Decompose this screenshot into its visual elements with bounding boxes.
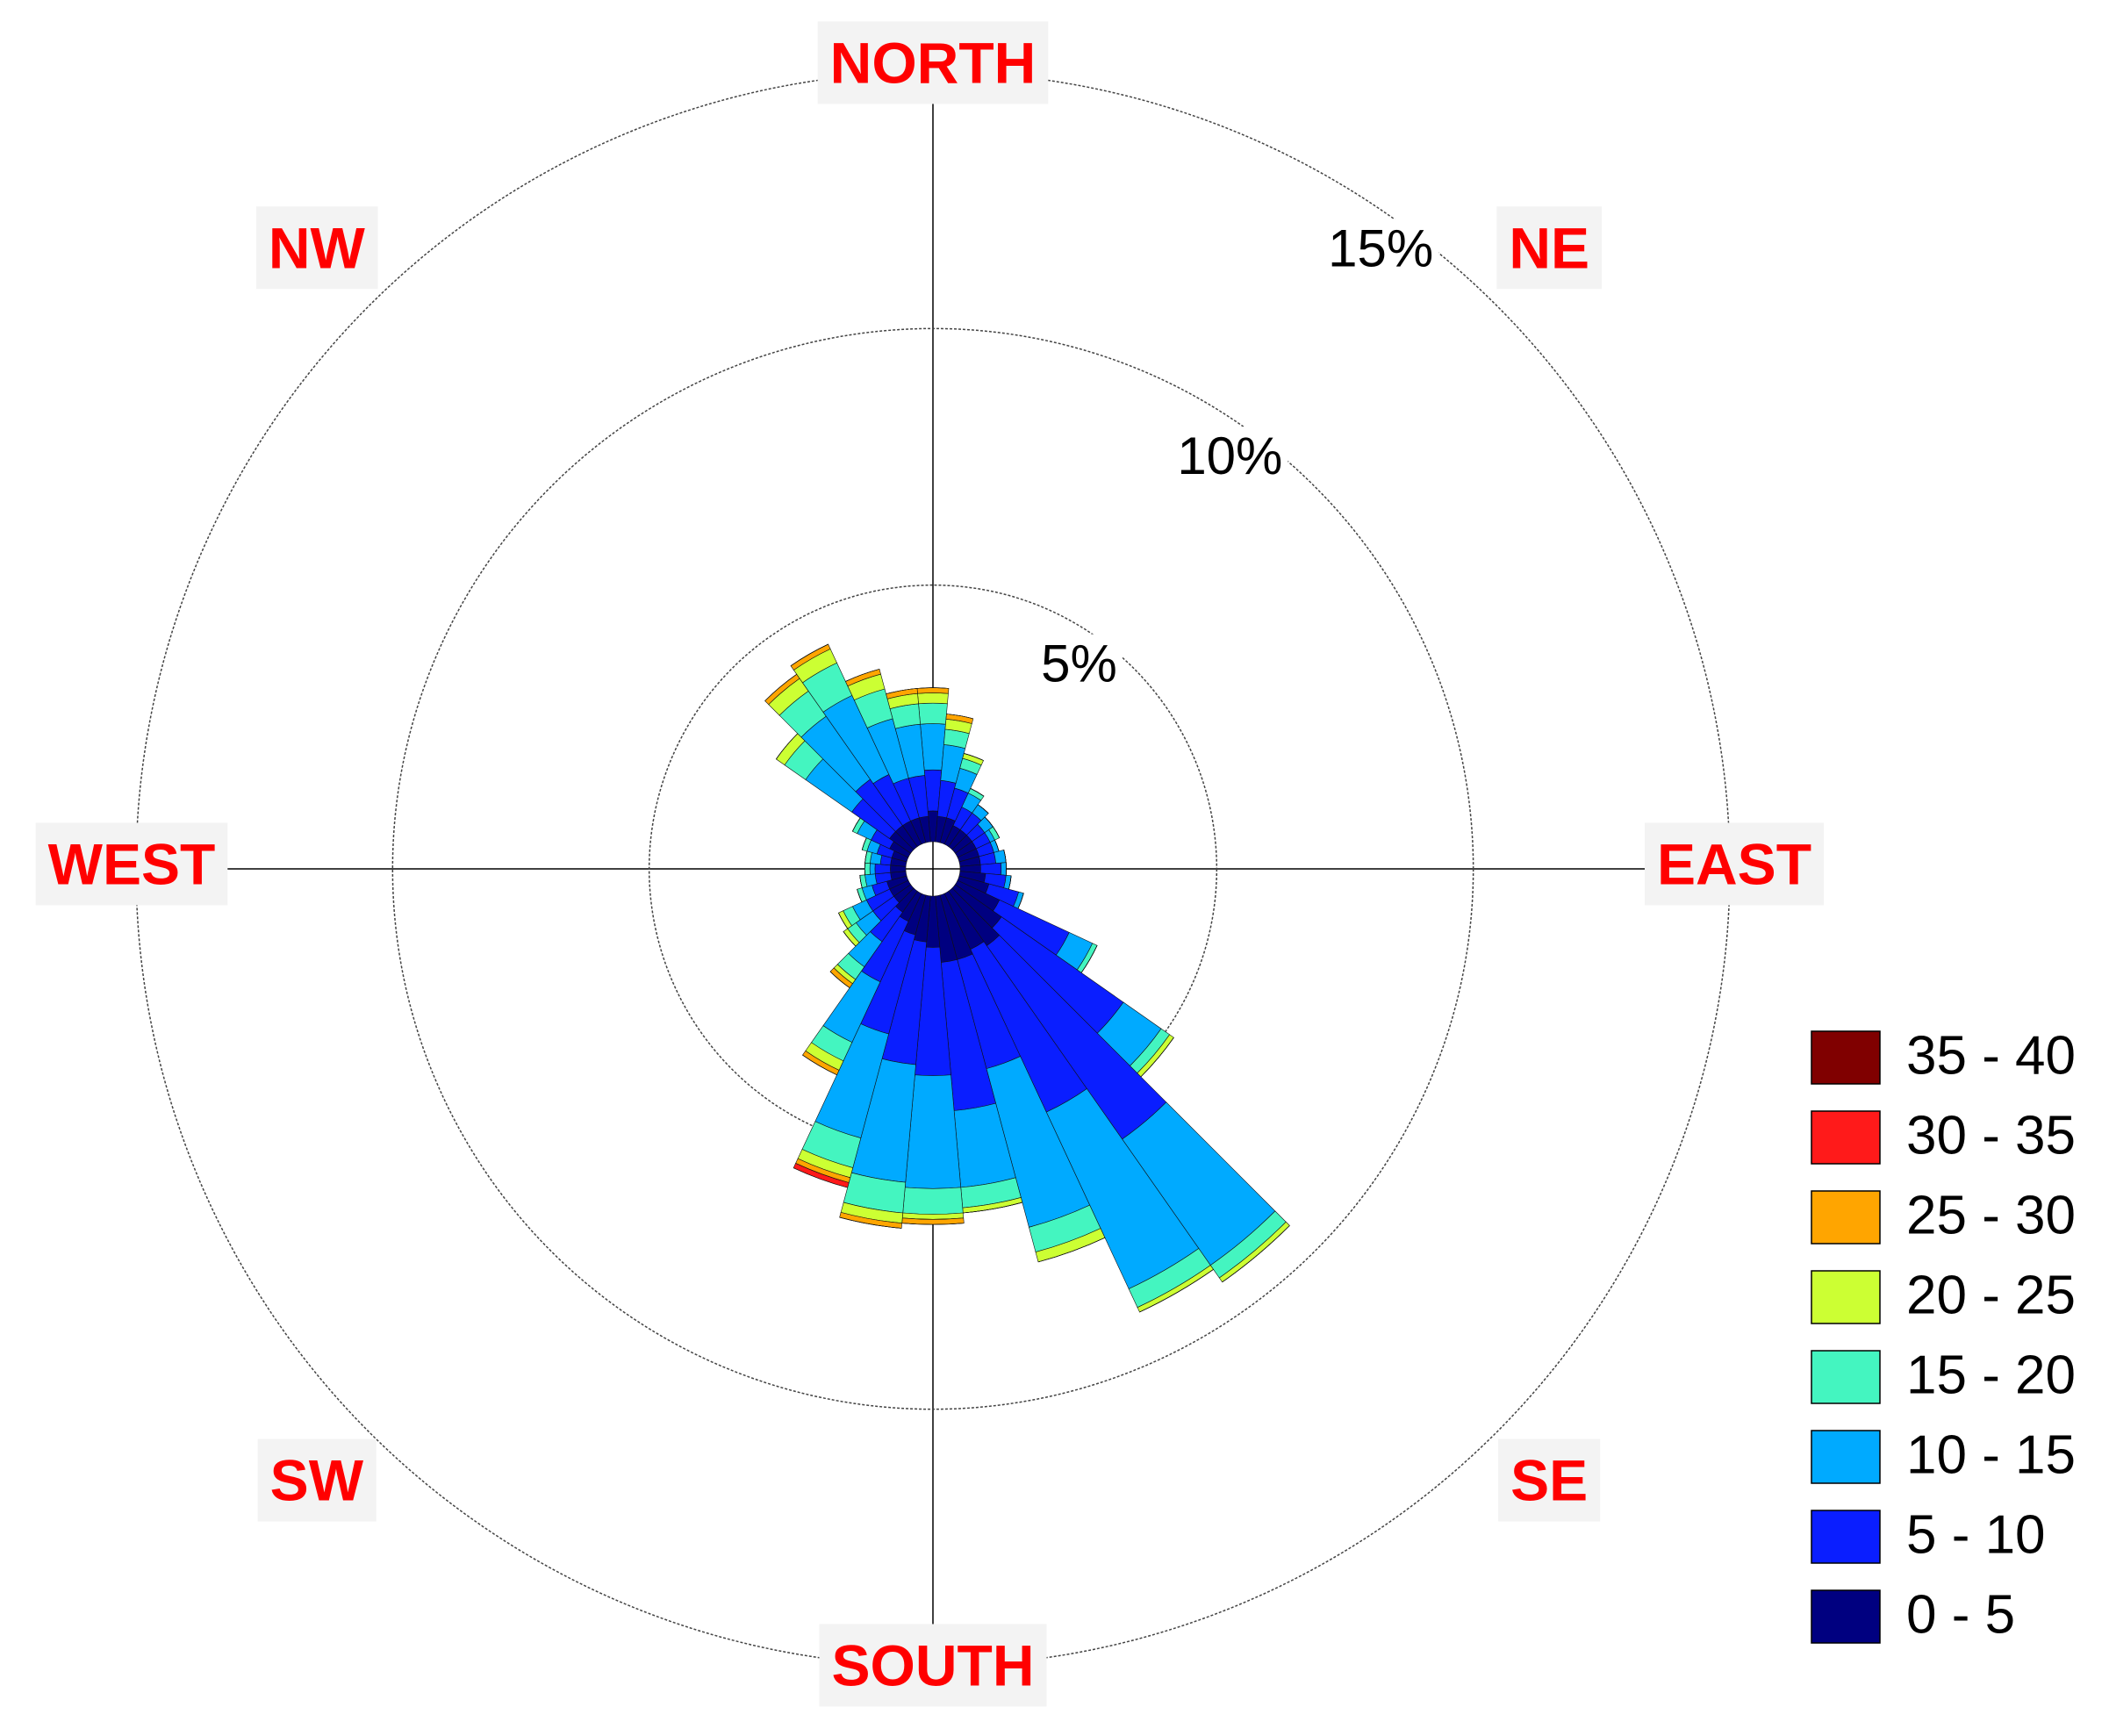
petal-segment xyxy=(874,863,891,875)
legend-label: 0 - 5 xyxy=(1906,1584,2015,1645)
petal-segment xyxy=(859,875,863,888)
legend-swatch xyxy=(1811,1430,1881,1484)
compass-label-bg xyxy=(819,1624,1047,1707)
petal-segment xyxy=(917,692,949,705)
legend-swatch xyxy=(1811,1270,1881,1324)
petals xyxy=(764,643,1290,1313)
compass-label-bg xyxy=(1496,206,1603,290)
petal-segment xyxy=(1222,1225,1290,1283)
legend-swatch xyxy=(1811,1110,1881,1165)
ring-label-bg xyxy=(1172,427,1288,486)
compass-label: NE xyxy=(1509,215,1589,280)
petal-segment xyxy=(918,702,948,725)
labels: 5% 10% 15% NORTH NE EAST SE SOUTH SW WEST NW xyxy=(35,21,1825,1707)
legend-label: 25 - 30 xyxy=(1906,1185,2076,1245)
ring-label-bg xyxy=(1036,634,1123,693)
compass-label-bg xyxy=(1498,1438,1601,1522)
compass-label: NORTH xyxy=(830,30,1037,95)
legend-label: 5 - 10 xyxy=(1906,1504,2046,1565)
petal-segment xyxy=(845,669,880,682)
compass-label: NW xyxy=(269,215,366,280)
petal-segment xyxy=(916,687,950,694)
legend-swatch xyxy=(1811,1589,1881,1644)
petal-segment xyxy=(829,971,850,988)
compass-label: SE xyxy=(1510,1448,1588,1513)
ring-label: 15% xyxy=(1328,219,1433,278)
petal-segment xyxy=(886,688,918,694)
petal-segment xyxy=(843,931,857,947)
petal-segment xyxy=(978,804,989,814)
petal-segment xyxy=(902,1187,964,1215)
legend-label: 10 - 15 xyxy=(1906,1424,2076,1485)
compass-label: WEST xyxy=(48,831,216,896)
compass-label: SW xyxy=(270,1448,364,1513)
petal-segment xyxy=(946,714,973,720)
legend-label: 35 - 40 xyxy=(1906,1025,2076,1086)
legend-label: 20 - 25 xyxy=(1906,1265,2076,1325)
legend-swatch xyxy=(1811,1190,1881,1245)
petal-segment xyxy=(970,788,985,797)
compass-label-bg xyxy=(257,1438,377,1522)
compass-label-bg xyxy=(1644,822,1825,906)
legend-label: 15 - 20 xyxy=(1906,1345,2076,1405)
petal-segment xyxy=(864,862,871,876)
compass-label-bg xyxy=(817,21,1049,104)
petal-segment xyxy=(802,1054,837,1076)
compass-label: EAST xyxy=(1657,831,1811,896)
legend: 35 - 40 30 - 35 25 - 30 20 - 25 15 - 20 10 - … xyxy=(1811,1025,2076,1645)
compass-label: SOUTH xyxy=(832,1632,1035,1697)
ring-label: 10% xyxy=(1177,427,1282,485)
legend-swatch xyxy=(1811,1510,1881,1564)
ring-label-bg xyxy=(1323,219,1439,278)
compass-label-bg xyxy=(255,206,378,290)
legend-label: 30 - 35 xyxy=(1906,1105,2076,1166)
ring-label: 5% xyxy=(1041,635,1117,693)
petal-segment xyxy=(869,863,876,875)
legend-swatch xyxy=(1811,1030,1881,1085)
petal-segment xyxy=(857,889,863,902)
legend-swatch xyxy=(1811,1350,1881,1404)
petal-segment xyxy=(979,862,1002,876)
petal-segment xyxy=(1001,862,1007,876)
petal-segment xyxy=(839,1216,902,1229)
compass-label-bg xyxy=(35,822,228,906)
petal-segment xyxy=(920,723,946,771)
ring xyxy=(391,327,1474,1410)
